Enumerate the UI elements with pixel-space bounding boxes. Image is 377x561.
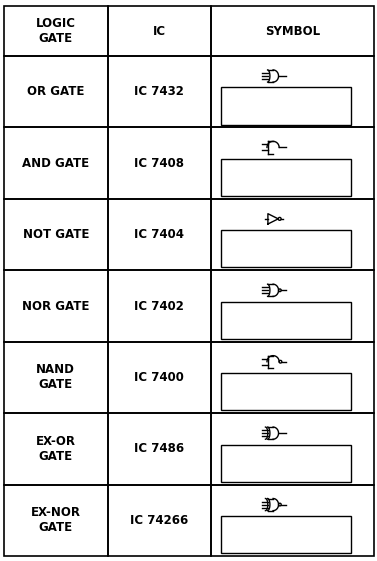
Bar (221, 302, 351, 339)
Text: NOT GATE: NOT GATE (23, 228, 89, 241)
Bar (107, 270, 211, 342)
Bar (211, 485, 374, 556)
Bar (107, 199, 211, 270)
Text: EX-NOR
GATE: EX-NOR GATE (31, 506, 81, 534)
Text: NAND
GATE: NAND GATE (36, 364, 75, 392)
Text: IC 74266: IC 74266 (130, 514, 188, 527)
Bar (107, 127, 211, 199)
Text: IC 7404: IC 7404 (134, 228, 184, 241)
Bar (4, 270, 107, 342)
Text: IC 7486: IC 7486 (134, 443, 184, 456)
Bar (211, 342, 374, 413)
Bar (221, 516, 351, 553)
Bar (221, 444, 351, 482)
Bar (4, 342, 107, 413)
Bar (211, 127, 374, 199)
Text: LOGIC
GATE: LOGIC GATE (36, 17, 76, 45)
Text: IC 7408: IC 7408 (134, 157, 184, 169)
Bar (221, 230, 351, 268)
Bar (107, 342, 211, 413)
Bar (221, 373, 351, 410)
Bar (4, 56, 107, 127)
Text: NOR GATE: NOR GATE (22, 300, 89, 312)
Text: IC 7432: IC 7432 (135, 85, 184, 98)
Bar (211, 199, 374, 270)
Bar (4, 6, 107, 56)
Text: IC 7402: IC 7402 (135, 300, 184, 312)
Bar (4, 199, 107, 270)
Bar (107, 6, 211, 56)
Bar (221, 159, 351, 196)
Text: AND GATE: AND GATE (22, 157, 89, 169)
Bar (107, 413, 211, 485)
Text: IC 7400: IC 7400 (135, 371, 184, 384)
Bar (221, 88, 351, 125)
Bar (211, 6, 374, 56)
Text: IC: IC (153, 25, 166, 38)
Text: EX-OR
GATE: EX-OR GATE (36, 435, 76, 463)
Bar (211, 56, 374, 127)
Bar (4, 413, 107, 485)
Bar (4, 127, 107, 199)
Bar (211, 413, 374, 485)
Bar (107, 485, 211, 556)
Text: SYMBOL: SYMBOL (265, 25, 320, 38)
Bar (211, 270, 374, 342)
Bar (4, 485, 107, 556)
Bar (107, 56, 211, 127)
Text: OR GATE: OR GATE (27, 85, 84, 98)
